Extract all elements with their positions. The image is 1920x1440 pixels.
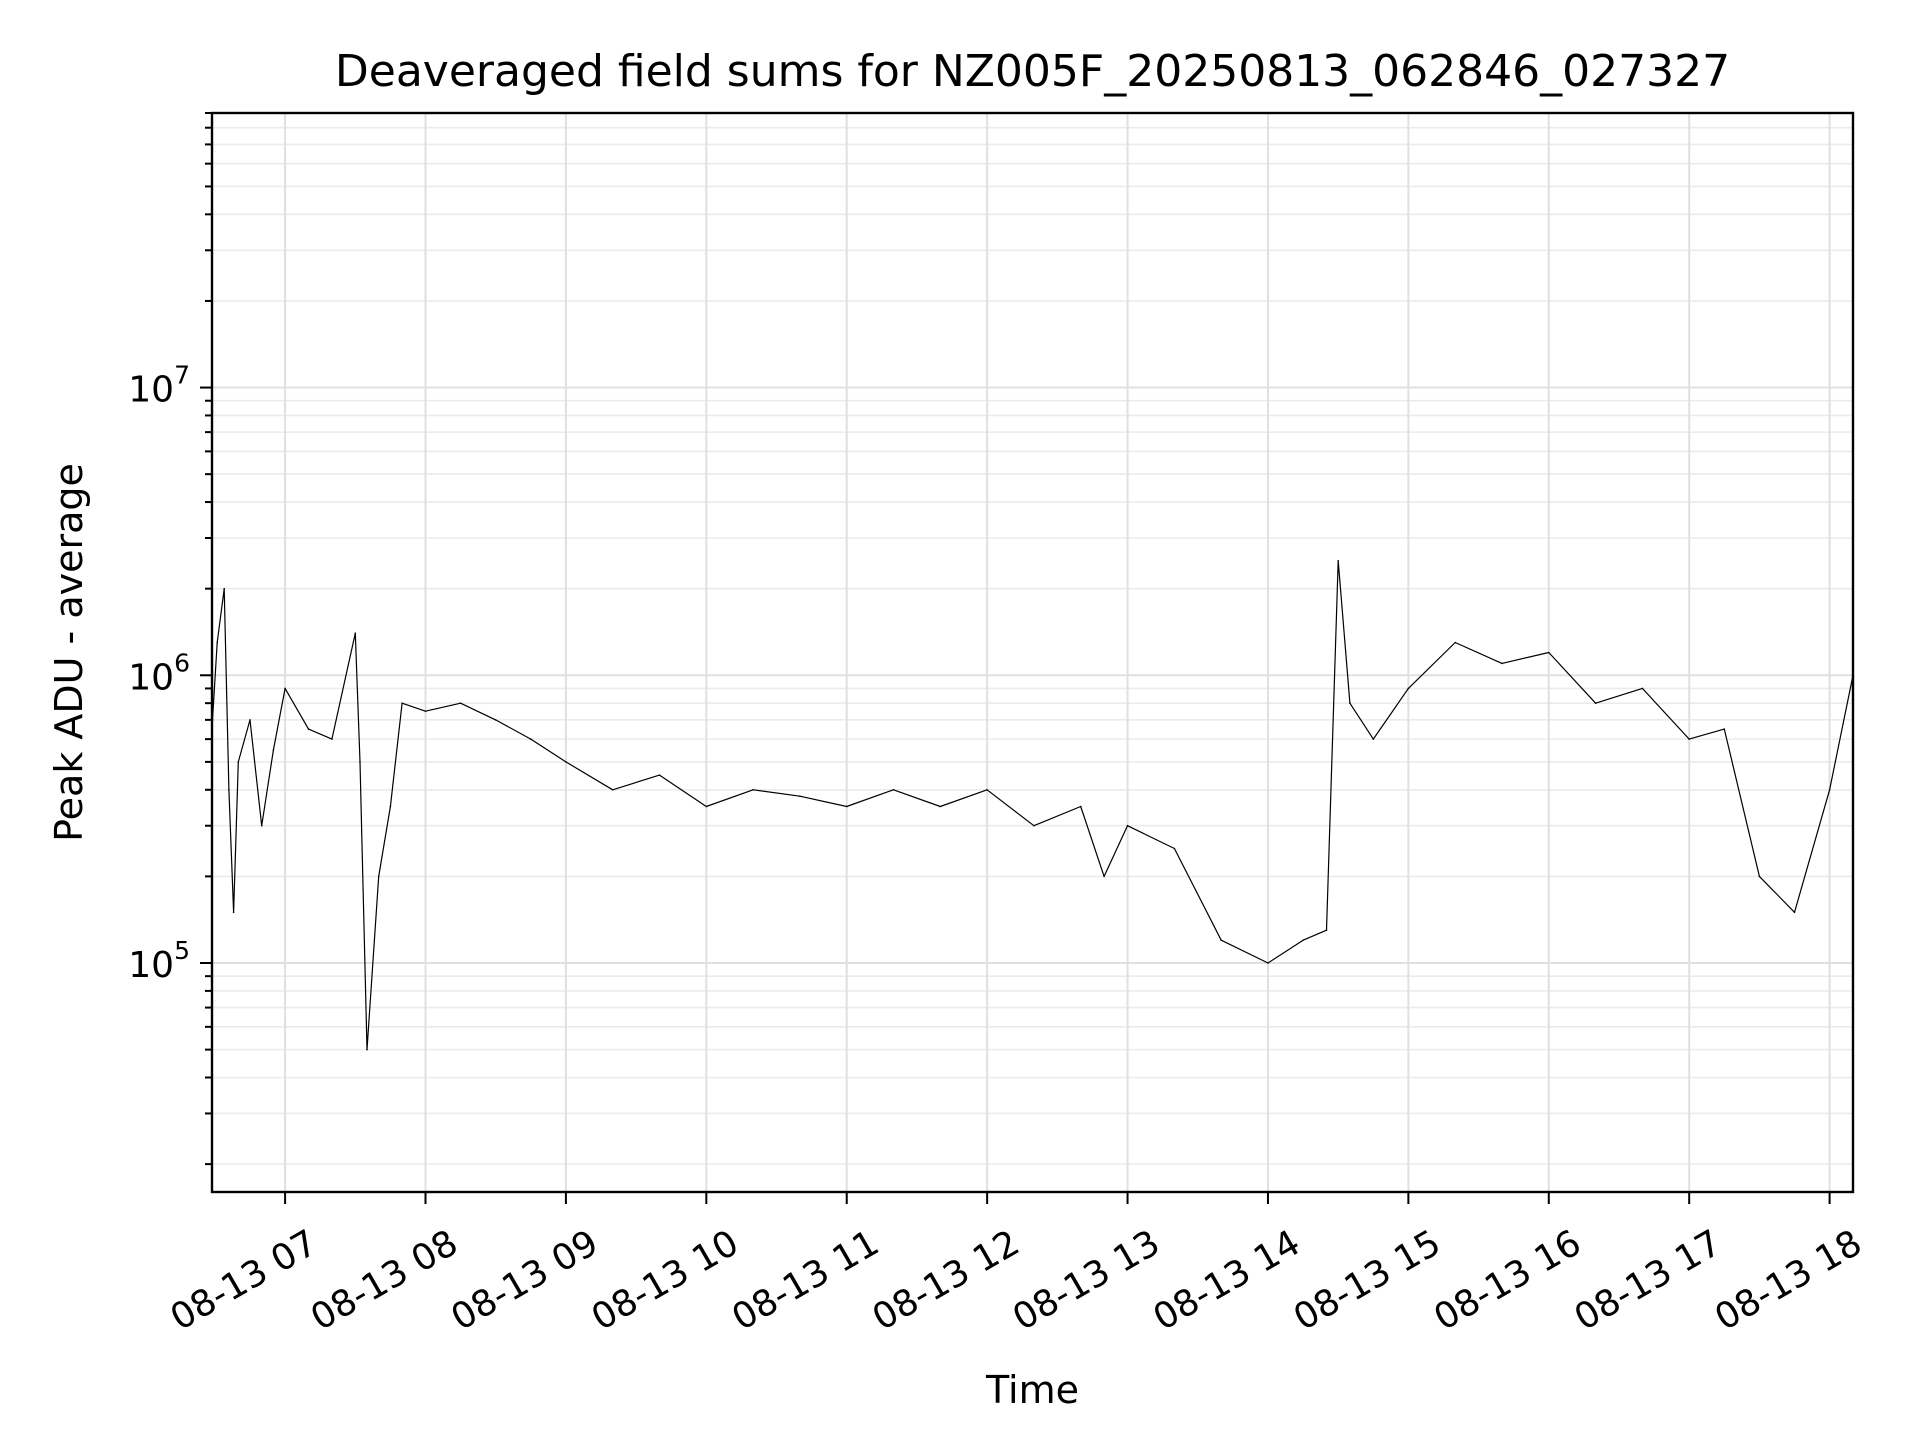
data-point bbox=[331, 738, 333, 740]
data-point bbox=[1758, 875, 1761, 878]
data-point bbox=[424, 710, 427, 712]
data-point bbox=[237, 761, 240, 763]
data-point bbox=[1594, 702, 1597, 704]
data-point bbox=[1337, 560, 1339, 562]
data-point bbox=[459, 702, 462, 704]
series-layer bbox=[211, 560, 1854, 1051]
data-point bbox=[1349, 702, 1351, 704]
data-point bbox=[939, 805, 942, 808]
series-line bbox=[211, 560, 1854, 1051]
data-point bbox=[845, 805, 848, 808]
data-point bbox=[1302, 939, 1304, 941]
data-point bbox=[1454, 641, 1456, 644]
data-point bbox=[1173, 847, 1176, 850]
data-point bbox=[1126, 824, 1129, 827]
data-point bbox=[307, 728, 310, 730]
data-point bbox=[232, 911, 235, 914]
data-point bbox=[1103, 875, 1105, 878]
data-point bbox=[359, 761, 361, 763]
data-point bbox=[799, 795, 801, 797]
data-point bbox=[249, 719, 251, 721]
data-point bbox=[611, 789, 614, 791]
y-axis-label: Peak ADU - average bbox=[47, 463, 91, 842]
data-point bbox=[272, 749, 275, 751]
data-point bbox=[377, 875, 380, 878]
data-point bbox=[1267, 962, 1269, 964]
data-point bbox=[1688, 738, 1690, 740]
data-point bbox=[1723, 728, 1726, 730]
grid bbox=[212, 112, 1853, 1192]
data-point bbox=[1548, 651, 1550, 654]
data-point bbox=[658, 774, 661, 776]
data-point bbox=[366, 1048, 368, 1051]
data-point bbox=[1501, 662, 1503, 665]
data-point bbox=[1079, 805, 1082, 808]
data-point bbox=[1828, 789, 1831, 791]
data-point bbox=[1325, 929, 1328, 931]
y-tick-label: 106 bbox=[128, 648, 190, 698]
data-point bbox=[228, 789, 230, 791]
data-point bbox=[892, 789, 895, 791]
data-point bbox=[223, 587, 225, 590]
data-point bbox=[354, 632, 357, 634]
data-point bbox=[752, 789, 754, 791]
y-tick-label: 107 bbox=[128, 361, 190, 411]
plot-frame bbox=[210, 111, 1855, 1194]
data-point bbox=[1033, 824, 1035, 827]
data-point bbox=[530, 738, 532, 740]
data-point bbox=[1220, 939, 1222, 941]
data-point bbox=[705, 805, 708, 808]
x-axis-label: Time bbox=[985, 1368, 1079, 1412]
data-point bbox=[565, 761, 567, 763]
data-point bbox=[1372, 738, 1375, 740]
data-point bbox=[216, 641, 218, 644]
data-point bbox=[284, 687, 286, 690]
chart-title: Deaveraged field sums for NZ005F_2025081… bbox=[335, 46, 1730, 97]
data-point bbox=[401, 702, 403, 704]
data-point bbox=[260, 824, 263, 827]
data-point bbox=[494, 719, 497, 721]
data-point bbox=[1407, 687, 1410, 690]
y-tick-label: 105 bbox=[128, 936, 190, 986]
data-point bbox=[986, 789, 988, 791]
data-point bbox=[389, 805, 392, 808]
data-point bbox=[1793, 911, 1796, 914]
data-point bbox=[1641, 687, 1644, 690]
